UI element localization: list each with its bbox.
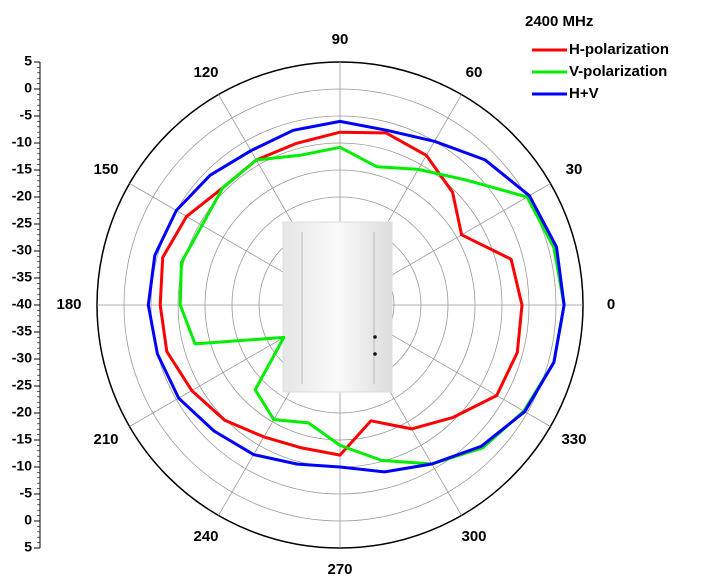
r-tick-label: -40 — [12, 296, 32, 312]
angle-label: 60 — [466, 64, 483, 81]
r-tick-label: -30 — [12, 242, 32, 258]
angle-label: 210 — [93, 431, 118, 448]
r-tick-label: -20 — [12, 188, 32, 204]
angle-label: 270 — [327, 561, 352, 577]
legend-title: 2400 MHz — [525, 13, 593, 30]
angle-label: 150 — [93, 161, 118, 178]
r-tick-label: -25 — [12, 377, 32, 393]
angle-label: 120 — [193, 64, 218, 81]
r-tick-label: -25 — [12, 215, 32, 231]
angle-label: 180 — [56, 296, 81, 313]
r-tick-label: -35 — [12, 269, 32, 285]
angle-label: 330 — [561, 431, 586, 448]
r-tick-label: -30 — [12, 350, 32, 366]
r-tick-label: -35 — [12, 323, 32, 339]
angle-label: 0 — [607, 296, 615, 313]
r-tick-label: -5 — [20, 107, 33, 123]
legend-label: H+V — [569, 85, 599, 102]
r-tick-label: -20 — [12, 404, 32, 420]
r-tick-label: -10 — [12, 458, 32, 474]
traces — [146, 119, 566, 474]
r-tick-label: 0 — [24, 512, 32, 528]
r-tick-label: -15 — [12, 431, 32, 447]
angle-label: 240 — [193, 528, 218, 545]
angle-label: 30 — [566, 161, 583, 178]
legend-label: H-polarization — [569, 41, 669, 58]
angle-label: 300 — [461, 528, 486, 545]
r-tick-label: -15 — [12, 161, 32, 177]
r-tick-label: 5 — [24, 539, 32, 555]
r-tick-label: 5 — [24, 53, 32, 69]
trace — [146, 119, 566, 474]
legend-label: V-polarization — [569, 63, 667, 80]
angle-label: 90 — [332, 31, 349, 48]
trace — [158, 130, 524, 457]
device-image — [282, 221, 393, 393]
r-tick-label: 0 — [24, 80, 32, 96]
r-tick-label: -10 — [12, 134, 32, 150]
r-tick-label: -5 — [20, 485, 33, 501]
polar-grid — [96, 61, 584, 549]
